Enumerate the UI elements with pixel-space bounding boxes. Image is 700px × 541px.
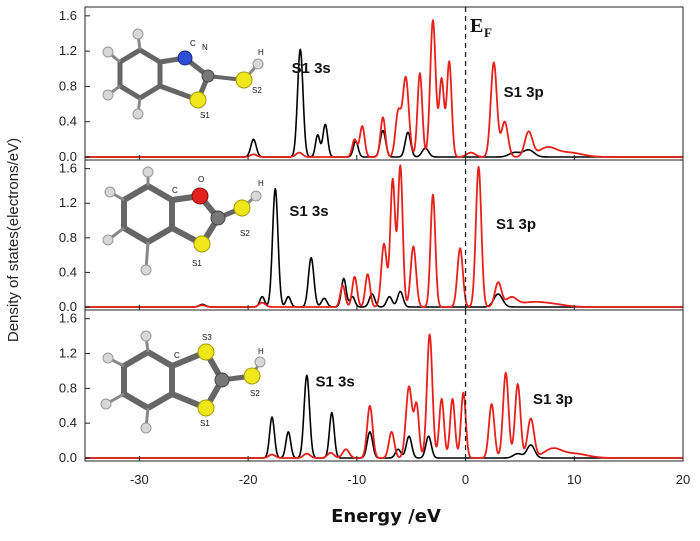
y-tick-label: 0.0 <box>59 299 77 314</box>
axes-layer: 0.00.40.81.21.60.00.40.81.21.60.00.40.81… <box>59 6 684 465</box>
series-annotation: S1 3p <box>504 84 544 101</box>
series-annotation: S1 3s <box>316 374 355 391</box>
atom-label: C <box>190 39 196 48</box>
series-line-p <box>84 164 684 308</box>
y-tick-label: 0.8 <box>59 380 77 395</box>
panel-frame <box>84 6 684 161</box>
y-tick-label: 1.6 <box>59 161 77 176</box>
y-tick-label: 0.8 <box>59 230 77 245</box>
atom-label: S2 <box>240 229 250 238</box>
atom-label: H <box>258 347 264 356</box>
molecule-1: C N H S2 S1 <box>102 28 264 120</box>
atom-label: S2 <box>250 389 260 398</box>
y-tick-label: 0.4 <box>59 415 77 430</box>
x-tick-label: -20 <box>239 472 258 487</box>
fermi-label-subscript: F <box>484 25 492 40</box>
molecule-2: C O H S2 S1 <box>102 166 264 276</box>
series-annotation: S1 3p <box>496 216 536 233</box>
y-axis-title: Density of states(electrons/eV) <box>5 138 22 342</box>
y-tick-label: 0.4 <box>59 114 77 129</box>
y-tick-label: 0.8 <box>59 78 77 93</box>
fermi-label: E <box>470 15 483 37</box>
atom-label: O <box>198 175 204 184</box>
y-tick-label: 1.6 <box>59 8 77 23</box>
panels-layer <box>84 19 684 459</box>
x-tick-label: -10 <box>347 472 366 487</box>
atom-label: S1 <box>192 259 202 268</box>
y-tick-label: 1.2 <box>59 346 77 361</box>
atom-label: H <box>258 48 264 57</box>
molecules-layer: C N H S2 S1 <box>100 28 266 434</box>
series-annotation: S1 3s <box>289 203 328 220</box>
atom-label: C <box>172 186 178 195</box>
y-tick-label: 1.2 <box>59 195 77 210</box>
x-tick-label: 0 <box>462 472 469 487</box>
panel-frame <box>84 159 684 311</box>
y-tick-label: 1.6 <box>59 311 77 326</box>
x-axis-title: Energy /eV <box>331 506 441 527</box>
atom-label: C <box>174 351 180 360</box>
y-tick-label: 1.2 <box>59 43 77 58</box>
atom-label: S2 <box>252 86 262 95</box>
atom-label: S1 <box>200 111 210 120</box>
y-tick-label: 0.0 <box>59 450 77 465</box>
y-tick-label: 0.0 <box>59 149 77 164</box>
molecule-3: C S3 H S2 S1 <box>100 330 266 434</box>
x-tick-label: 10 <box>567 472 581 487</box>
x-tick-label: -30 <box>130 472 149 487</box>
y-tick-label: 0.4 <box>59 264 77 279</box>
series-line-s <box>84 48 684 158</box>
labels-layer: S1 3s S1 3p S1 3s S1 3p S1 3s S1 3p -30 -20 -10 0… <box>5 7 690 527</box>
atom-label: S1 <box>200 419 210 428</box>
atom-label: N <box>202 43 208 52</box>
panel-frame <box>84 309 684 462</box>
series-annotation: S1 3s <box>292 60 331 77</box>
atom-label: H <box>258 179 264 188</box>
x-tick-label: 20 <box>676 472 690 487</box>
series-annotation: S1 3p <box>533 391 573 408</box>
series-line-p <box>84 333 684 459</box>
atom-label: S3 <box>202 333 212 342</box>
series-line-p <box>84 19 684 158</box>
